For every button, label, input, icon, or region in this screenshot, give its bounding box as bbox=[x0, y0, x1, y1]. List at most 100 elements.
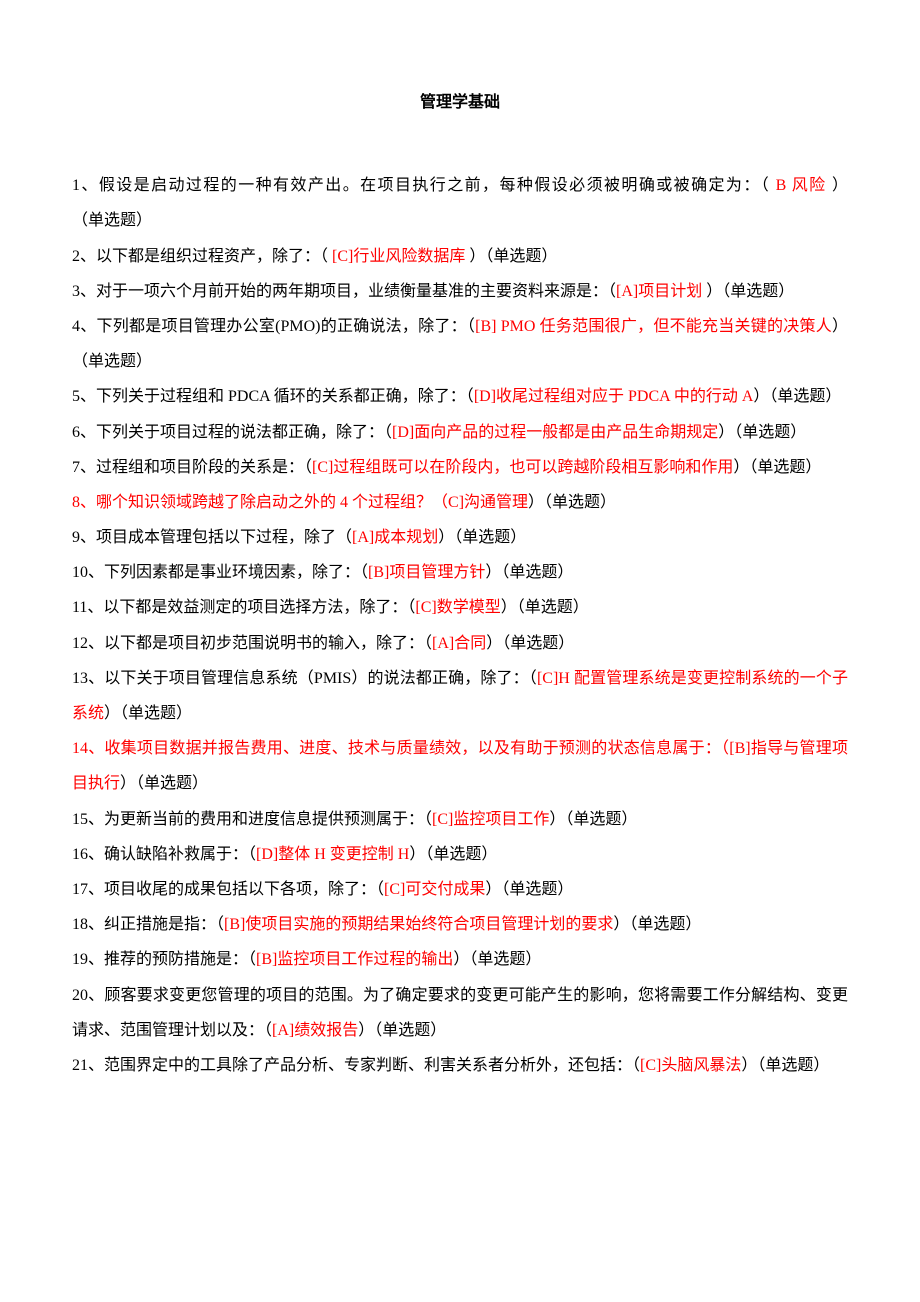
question-text-post: ） bbox=[485, 881, 501, 898]
question-text-pre: 、为更新当前的费用和进度信息提供预测属于：（ bbox=[88, 811, 432, 828]
question-text-pre: 、项目收尾的成果包括以下各项，除了：（ bbox=[88, 881, 384, 898]
answer-text: [B]项目管理方针 bbox=[368, 564, 485, 581]
question-number: 17 bbox=[72, 881, 88, 898]
answer-text: [C]过程组既可以在阶段内，也可以跨越阶段相互影响和作用 bbox=[312, 459, 733, 476]
page-title: 管理学基础 bbox=[72, 85, 848, 120]
question-text-pre: 、推荐的预防措施是：（ bbox=[88, 951, 256, 968]
answer-text: [C]监控项目工作 bbox=[432, 811, 549, 828]
question-type-label: （单选题） bbox=[769, 388, 841, 405]
question-text-pre: 、确认缺陷补救属于：（ bbox=[88, 846, 256, 863]
answer-text: [A]合同 bbox=[432, 635, 486, 652]
answer-text: [B] PMO 任务范围很广，但不能充当关键的决策人 bbox=[475, 318, 832, 335]
question-number: 4 bbox=[72, 318, 80, 335]
question-row: 5、下列关于过程组和 PDCA 循环的关系都正确，除了：（[D]收尾过程组对应于… bbox=[72, 379, 848, 414]
question-row: 10、下列因素都是事业环境因素，除了：（[B]项目管理方针）（单选题） bbox=[72, 555, 848, 590]
question-text-pre: 、收集项目数据并报告费用、进度、技术与质量绩效，以及有助于预测的状态信息属于：（ bbox=[88, 740, 729, 757]
question-number: 2 bbox=[72, 248, 80, 265]
question-text-pre: 、范围界定中的工具除了产品分析、专家判断、利害关系者分析外，还包括：（ bbox=[88, 1057, 640, 1074]
question-text-pre: 、纠正措施是指：（ bbox=[88, 916, 224, 933]
question-type-label: （单选题） bbox=[501, 881, 573, 898]
question-number: 5 bbox=[72, 388, 80, 405]
question-type-label: （单选题） bbox=[425, 846, 497, 863]
answer-text: [A]绩效报告 bbox=[272, 1022, 358, 1039]
question-text-post: ） bbox=[706, 283, 722, 300]
question-text-pre: 、以下关于项目管理信息系统（PMIS）的说法都正确，除了：（ bbox=[88, 670, 537, 687]
question-row: 17、项目收尾的成果包括以下各项，除了：（[C]可交付成果）（单选题） bbox=[72, 872, 848, 907]
question-type-label: （单选题） bbox=[501, 564, 573, 581]
answer-text: C]沟通管理 bbox=[448, 494, 528, 511]
question-text-post: ） bbox=[358, 1022, 374, 1039]
question-text-pre: 、过程组和项目阶段的关系是：（ bbox=[80, 459, 312, 476]
answer-text: [C]行业风险数据库 bbox=[332, 248, 469, 265]
question-number: 11 bbox=[72, 599, 87, 616]
question-text-post: ） bbox=[469, 248, 485, 265]
question-number: 9 bbox=[72, 529, 80, 546]
question-number: 13 bbox=[72, 670, 88, 687]
answer-text: [D]整体 H 变更控制 H bbox=[256, 846, 409, 863]
question-text-post: ） bbox=[501, 599, 517, 616]
question-type-label: （单选题） bbox=[72, 212, 152, 229]
question-text-post: ） bbox=[438, 529, 454, 546]
question-text-post: ） bbox=[120, 775, 136, 792]
question-row: 18、纠正措施是指：（[B]使项目实施的预期结果始终符合项目管理计划的要求）（单… bbox=[72, 907, 848, 942]
answer-text: [D]面向产品的过程一般都是由产品生命期规定 bbox=[392, 424, 718, 441]
question-type-label: （单选题） bbox=[749, 459, 821, 476]
question-text-pre: 、以下都是效益测定的项目选择方法，除了：（ bbox=[87, 599, 415, 616]
question-row: 7、过程组和项目阶段的关系是：（[C]过程组既可以在阶段内，也可以跨越阶段相互影… bbox=[72, 450, 848, 485]
question-number: 8 bbox=[72, 494, 80, 511]
question-type-label: （单选题） bbox=[72, 353, 152, 370]
question-text-post: ） bbox=[733, 459, 749, 476]
question-type-label: （单选题） bbox=[502, 635, 574, 652]
question-type-label: （单选题） bbox=[757, 1057, 829, 1074]
question-row: 3、对于一项六个月前开始的两年期项目，业绩衡量基准的主要资料来源是：（[A]项目… bbox=[72, 274, 848, 309]
question-number: 7 bbox=[72, 459, 80, 476]
question-type-label: （单选题） bbox=[734, 424, 806, 441]
question-row: 15、为更新当前的费用和进度信息提供预测属于：（[C]监控项目工作）（单选题） bbox=[72, 802, 848, 837]
question-row: 12、以下都是项目初步范围说明书的输入，除了：（[A]合同）（单选题） bbox=[72, 626, 848, 661]
question-text-post: ） bbox=[613, 916, 629, 933]
question-number: 6 bbox=[72, 424, 80, 441]
question-text-post: ） bbox=[549, 811, 565, 828]
question-type-label: （单选题） bbox=[722, 283, 794, 300]
answer-text: [A]项目计划 bbox=[616, 283, 706, 300]
question-row: 14、收集项目数据并报告费用、进度、技术与质量绩效，以及有助于预测的状态信息属于… bbox=[72, 731, 848, 801]
question-row: 16、确认缺陷补救属于：（[D]整体 H 变更控制 H）（单选题） bbox=[72, 837, 848, 872]
question-text-pre: 、下列都是项目管理办公室(PMO)的正确说法，除了：（ bbox=[80, 318, 475, 335]
question-type-label: （单选题） bbox=[565, 811, 637, 828]
question-type-label: （单选题） bbox=[374, 1022, 446, 1039]
answer-text: B 风险 bbox=[776, 177, 827, 194]
question-row: 6、下列关于项目过程的说法都正确，除了：（[D]面向产品的过程一般都是由产品生命… bbox=[72, 415, 848, 450]
question-list: 1、假设是启动过程的一种有效产出。在项目执行之前，每种假设必须被明确或被确定为：… bbox=[72, 168, 848, 1083]
question-text-post: ） bbox=[485, 564, 501, 581]
question-row: 4、下列都是项目管理办公室(PMO)的正确说法，除了：（[B] PMO 任务范围… bbox=[72, 309, 848, 379]
question-row: 20、顾客要求变更您管理的项目的范围。为了确定要求的变更可能产生的影响，您将需要… bbox=[72, 978, 848, 1048]
question-text-pre: 、对于一项六个月前开始的两年期项目，业绩衡量基准的主要资料来源是：（ bbox=[80, 283, 616, 300]
question-text-pre: 、项目成本管理包括以下过程，除了（ bbox=[80, 529, 352, 546]
question-text-post: ） bbox=[718, 424, 734, 441]
question-row: 1、假设是启动过程的一种有效产出。在项目执行之前，每种假设必须被明确或被确定为：… bbox=[72, 168, 848, 238]
question-type-label: （单选题） bbox=[136, 775, 208, 792]
question-text-pre: 、下列关于项目过程的说法都正确，除了：（ bbox=[80, 424, 392, 441]
question-number: 15 bbox=[72, 811, 88, 828]
answer-text: [A]成本规划 bbox=[352, 529, 438, 546]
question-number: 1 bbox=[72, 177, 80, 194]
question-row: 9、项目成本管理包括以下过程，除了（[A]成本规划）（单选题） bbox=[72, 520, 848, 555]
question-number: 21 bbox=[72, 1057, 88, 1074]
question-text-pre: 、下列因素都是事业环境因素，除了：（ bbox=[88, 564, 368, 581]
question-number: 10 bbox=[72, 564, 88, 581]
answer-text: [C]可交付成果 bbox=[384, 881, 485, 898]
question-text-pre: 、以下都是组织过程资产，除了：（ bbox=[80, 248, 332, 265]
answer-text: [C]数学模型 bbox=[415, 599, 500, 616]
question-text-post: ） bbox=[827, 177, 848, 194]
question-text-post: ） bbox=[528, 494, 544, 511]
question-number: 18 bbox=[72, 916, 88, 933]
question-type-label: （单选题） bbox=[120, 705, 192, 722]
question-type-label: （单选题） bbox=[469, 951, 541, 968]
question-text-post: ） bbox=[741, 1057, 757, 1074]
question-number: 12 bbox=[72, 635, 88, 652]
question-text-post: ） bbox=[409, 846, 425, 863]
question-number: 20 bbox=[72, 987, 88, 1004]
question-text-pre: 、假设是启动过程的一种有效产出。在项目执行之前，每种假设必须被明确或被确定为：（ bbox=[80, 177, 776, 194]
answer-text: [B]监控项目工作过程的输出 bbox=[256, 951, 453, 968]
question-number: 14 bbox=[72, 740, 88, 757]
